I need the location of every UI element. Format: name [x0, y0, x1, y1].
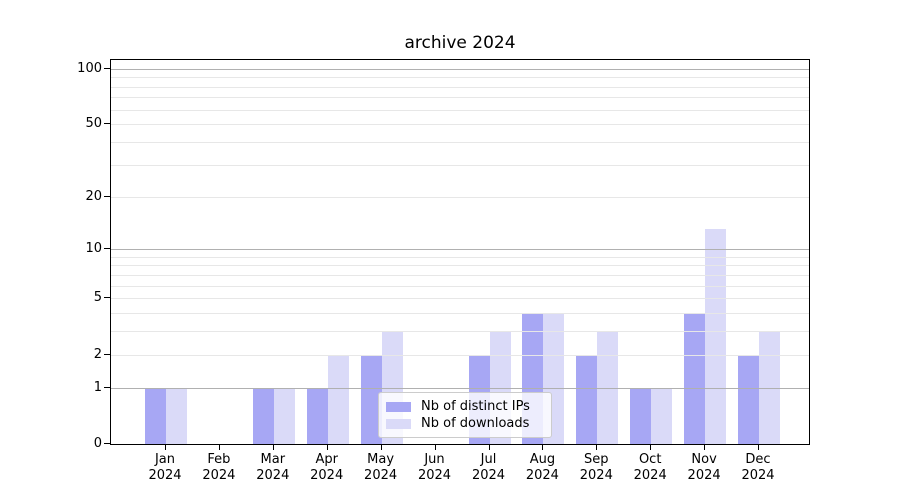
x-tick-mark-mar [272, 445, 274, 450]
y-tick-label-50: 50 [85, 116, 102, 132]
y-tick-label-20: 20 [85, 188, 102, 204]
legend: Nb of distinct IPs Nb of downloads [378, 392, 552, 438]
x-tick-mark-dec [758, 445, 759, 450]
legend-label-distinct-ips: Nb of distinct IPs [421, 399, 530, 414]
x-tick-label-nov: Nov 2024 [687, 452, 721, 483]
legend-item-distinct-ips: Nb of distinct IPs [386, 398, 543, 415]
y-tick-label-0: 0 [93, 436, 102, 451]
gridline-50 [111, 124, 809, 126]
x-tick-label-feb: Feb 2024 [202, 452, 236, 483]
y-tick-mark-2 [104, 353, 110, 355]
x-tick-label-aug: Aug 2024 [525, 452, 559, 483]
plot-inner [111, 60, 809, 444]
gridline-40 [111, 142, 809, 144]
x-tick-label-dec: Dec 2024 [741, 452, 775, 483]
x-tick-mark-oct [650, 445, 652, 450]
gridline-80 [111, 86, 809, 88]
x-tick-mark-jul [488, 445, 490, 450]
gridline-2 [111, 354, 809, 356]
legend-swatch-downloads-icon [386, 418, 411, 429]
gridline-9 [111, 256, 809, 258]
x-tick-mark-sep [596, 445, 598, 450]
x-tick-mark-jun [434, 445, 436, 450]
gridline-1 [111, 387, 809, 389]
gridline-20 [111, 196, 809, 198]
y-tick-label-10: 10 [85, 241, 102, 257]
bar-nb-of-downloads-nov [705, 229, 727, 444]
bar-nb-of-distinct-ips-apr [306, 387, 328, 444]
y-tick-mark-1 [104, 386, 110, 388]
gridline-60 [111, 109, 809, 111]
x-tick-mark-apr [326, 445, 328, 450]
y-tick-mark-50 [104, 123, 110, 125]
x-tick-mark-jan [165, 445, 166, 450]
x-tick-label-jun: Jun 2024 [417, 452, 452, 483]
bar-nb-of-downloads-oct [651, 387, 673, 444]
y-tick-label-1: 1 [93, 379, 102, 395]
bar-nb-of-distinct-ips-mar [252, 387, 274, 444]
bar-nb-of-distinct-ips-jan [145, 387, 166, 444]
gridline-7 [111, 274, 809, 276]
x-tick-label-mar: Mar 2024 [256, 452, 290, 483]
gridline-4 [111, 313, 809, 315]
y-tick-label-100: 100 [77, 60, 102, 76]
y-tick-mark-100 [104, 67, 110, 69]
x-tick-label-may: May 2024 [364, 452, 398, 483]
y-tick-mark-20 [104, 195, 110, 197]
gridline-30 [111, 164, 809, 166]
x-tick-mark-feb [218, 445, 220, 450]
y-tick-label-5: 5 [93, 290, 102, 306]
x-tick-label-sep: Sep 2024 [579, 452, 613, 483]
gridline-6 [111, 285, 809, 287]
plot-area [110, 59, 810, 445]
x-tick-label-apr: Apr 2024 [310, 452, 344, 483]
legend-item-downloads: Nb of downloads [386, 415, 543, 432]
bar-nb-of-distinct-ips-may [360, 354, 382, 444]
gridline-70 [111, 97, 809, 99]
x-tick-label-oct: Oct 2024 [633, 452, 667, 483]
x-tick-label-jan: Jan 2024 [148, 452, 182, 483]
gridline-3 [111, 331, 809, 333]
legend-label-downloads: Nb of downloads [421, 416, 530, 431]
x-tick-mark-nov [704, 445, 706, 450]
gridline-10 [111, 249, 809, 251]
bar-nb-of-downloads-jan [166, 387, 187, 444]
bar-nb-of-distinct-ips-sep [576, 354, 598, 444]
x-tick-mark-may [380, 445, 382, 450]
gridline-8 [111, 265, 809, 267]
bar-nb-of-downloads-apr [327, 354, 349, 444]
y-tick-label-2: 2 [93, 346, 102, 362]
y-tick-mark-5 [104, 297, 110, 299]
gridline-5 [111, 298, 809, 300]
y-tick-mark-0 [104, 443, 110, 444]
bar-nb-of-distinct-ips-dec [738, 354, 759, 444]
gridline-100 [111, 68, 809, 70]
chart-title: archive 2024 [404, 33, 516, 53]
bar-nb-of-distinct-ips-nov [684, 313, 706, 444]
bar-nb-of-downloads-mar [273, 387, 295, 444]
legend-swatch-distinct-ips-icon [386, 401, 411, 412]
bar-nb-of-distinct-ips-oct [630, 387, 652, 444]
gridline-90 [111, 77, 809, 79]
x-tick-label-jul: Jul 2024 [471, 452, 506, 483]
x-tick-mark-aug [542, 445, 544, 450]
y-tick-mark-10 [104, 248, 110, 250]
